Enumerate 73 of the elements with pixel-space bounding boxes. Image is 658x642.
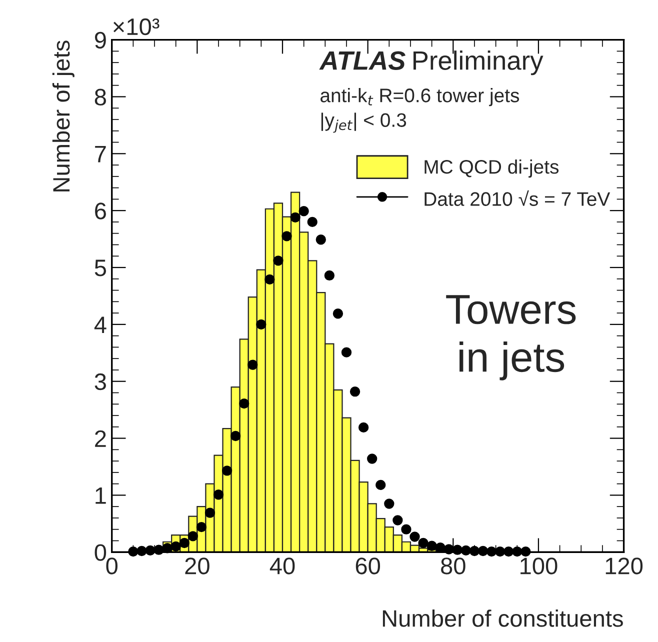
point: [512, 546, 522, 557]
y-tick-label: 8: [94, 88, 106, 106]
point: [248, 360, 258, 370]
x-tick-label: 20: [185, 558, 210, 574]
point: [264, 274, 275, 285]
y-tick-label: 1: [96, 488, 106, 504]
y-tick-label: 5: [94, 260, 106, 276]
x-tick-label: 60: [356, 558, 380, 574]
point: [145, 545, 156, 556]
y-tick-label: 7: [95, 146, 106, 162]
y-tick-label: 4: [94, 316, 106, 333]
x-tick-label: 80: [441, 558, 466, 574]
point: [478, 546, 488, 556]
annotation: Preliminary: [414, 50, 544, 76]
x-axis-title: Number of constituents: [382, 610, 623, 627]
point: [298, 206, 309, 216]
point: [460, 545, 472, 556]
point: [324, 270, 335, 281]
x-tick-label: 100: [520, 558, 558, 574]
point: [332, 308, 344, 319]
point: [136, 546, 147, 556]
point: [401, 524, 412, 534]
y-tick-label: 3: [94, 373, 106, 390]
point: [222, 466, 232, 476]
point: [204, 508, 216, 518]
point: [494, 546, 506, 557]
annotation: anti-k$_{t}$ R=0.6 tower jets: [320, 88, 520, 106]
x-tick-label: 40: [270, 558, 295, 574]
point: [256, 319, 266, 330]
annotation: Towers in jets: [446, 295, 576, 380]
text: ×10³: [114, 18, 160, 36]
point: [392, 515, 403, 526]
point: [410, 532, 420, 542]
annotation: |y$_{jet}$| < 0.3: [321, 112, 406, 133]
point: [188, 531, 198, 542]
y-tick-label: 0: [94, 544, 106, 561]
point: [384, 498, 394, 509]
point: [282, 231, 292, 242]
annotation: ATLAS: [319, 51, 406, 70]
legend-label: Data 2010 √s = 7 TeV: [424, 190, 610, 206]
point: [452, 544, 462, 555]
point: [128, 546, 138, 557]
point: [273, 256, 284, 266]
point: [239, 398, 250, 409]
y-tick-label: 9: [94, 32, 106, 49]
point: [316, 234, 326, 245]
y-tick-label: 2: [95, 430, 106, 447]
point: [367, 454, 378, 464]
point: [426, 540, 437, 551]
legend-label: MC QCD di-jets: [424, 159, 559, 178]
point: [350, 386, 360, 397]
x-tick-label: 120: [606, 558, 643, 574]
point: [230, 430, 241, 442]
y-axis-title: Number of jets: [52, 40, 74, 192]
point: [154, 544, 164, 555]
x-tick-label: 0: [106, 558, 118, 574]
point: [307, 216, 318, 228]
point: [358, 422, 369, 433]
y-tick-label: 6: [95, 202, 106, 220]
point: [376, 480, 386, 490]
point: [435, 542, 446, 553]
point: [418, 538, 428, 548]
point: [196, 522, 207, 532]
point: [486, 546, 497, 557]
point: [290, 212, 300, 222]
point: [179, 538, 190, 548]
point: [341, 347, 352, 358]
point: [520, 546, 531, 557]
point: [444, 544, 454, 554]
point: [504, 546, 514, 557]
point: [469, 546, 480, 556]
point: [213, 490, 224, 500]
point: [170, 541, 181, 552]
